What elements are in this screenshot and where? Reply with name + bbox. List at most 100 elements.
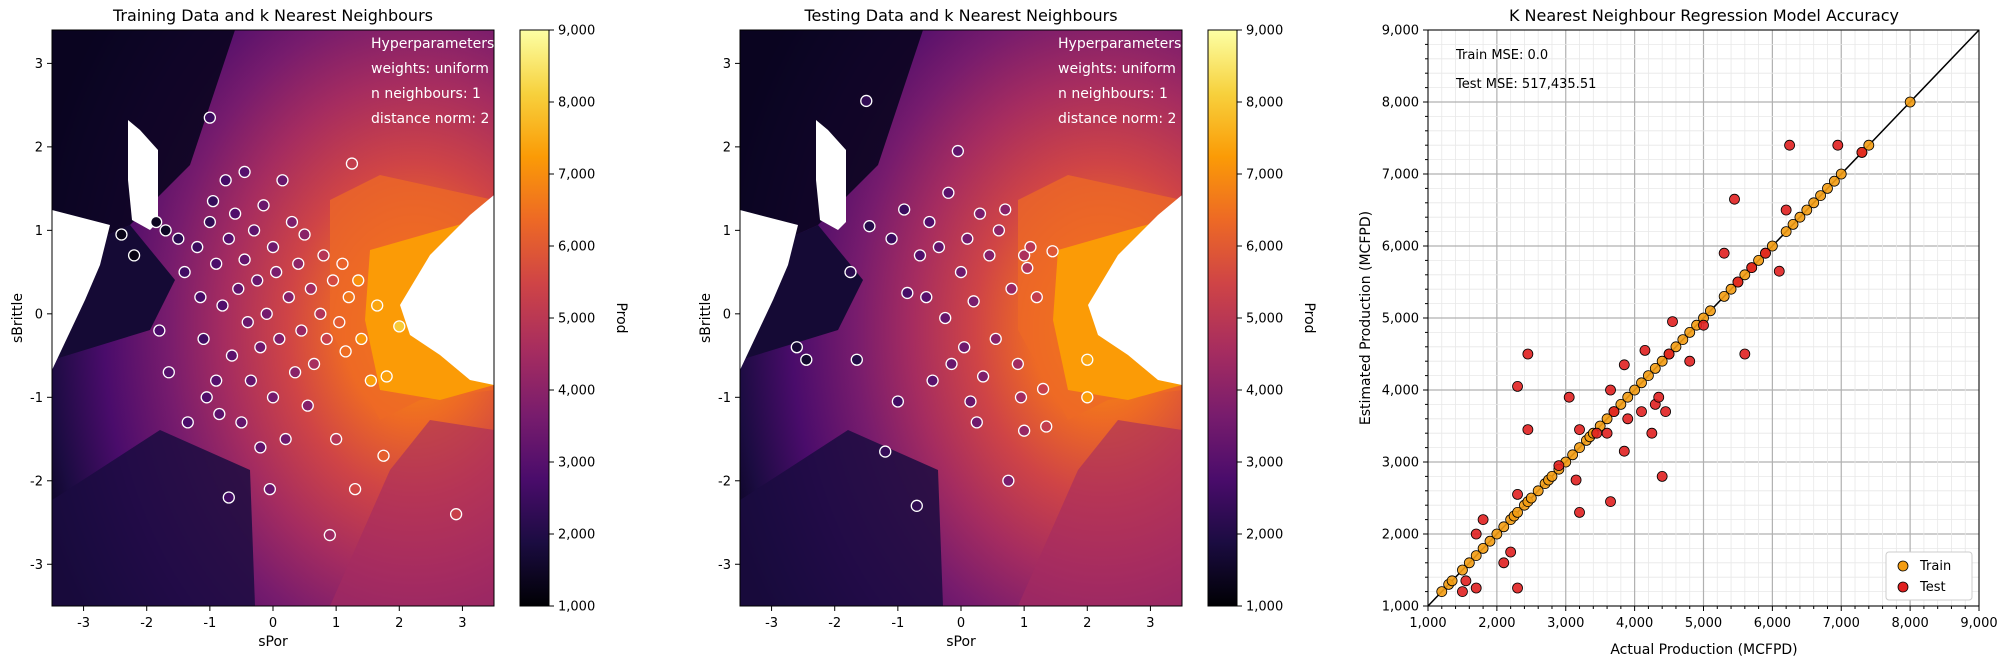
train-x-tick-label: -2 [140,616,153,631]
test-point [1460,575,1472,587]
train-point [323,528,336,542]
train-colorbar-ticks: 1,000 2,000 3,000 4,000 5,000 6,000 7,000 8,000… [549,24,595,615]
test-point [1574,507,1585,518]
test-point [958,341,971,354]
train-point [317,249,330,262]
train-point [1601,413,1613,425]
test-y-tick-label: 2 [723,140,731,155]
test-colorbar-tick-label: 6,000 [1246,240,1283,255]
train-colorbar-tick-label: 5,000 [558,312,595,327]
test-hp-neighbours: n neighbours: 1 [1058,86,1168,102]
test-point [954,265,968,279]
train-point [1794,211,1806,223]
test-x-tick-label: 2 [1083,616,1091,631]
test-point [1618,359,1630,371]
test-point [923,215,936,229]
train-mse-annotation: Train MSE: 0.0 [1455,48,1548,63]
train-data-points [115,111,463,542]
train-point [307,357,321,371]
train-point [1457,564,1468,576]
train-colorbar-bar [519,29,550,607]
train-point [320,332,333,346]
test-point [1667,316,1678,328]
train-y-ticks: -3 -2 -1 0 1 2 3 [30,57,52,573]
train-y-tick-label: -3 [30,558,43,573]
train-point [1725,283,1737,295]
test-point [891,395,905,408]
train-point [225,349,239,362]
train-point [216,299,229,312]
test-point [1760,247,1771,259]
test-point [1639,344,1651,356]
test-point [1618,445,1630,457]
accuracy-y-tick-label: 8,000 [1382,96,1419,111]
test-point [879,445,892,458]
test-point [1605,384,1616,396]
test-point [1622,413,1634,425]
accuracy-panel: K Nearest Neighbour Regression Model Acc… [1358,6,1998,658]
test-point [920,290,933,304]
train-point [352,274,365,287]
test-point [1570,474,1582,486]
test-point [1608,406,1620,418]
train-point [159,224,172,237]
test-point [1574,424,1585,436]
train-point [1436,586,1448,597]
test-point [1021,261,1034,275]
train-point [1649,362,1661,374]
accuracy-y-tick-label: 9,000 [1382,24,1419,39]
test-point [1505,546,1517,558]
train-point [298,228,311,241]
accuracy-y-tick-label: 2,000 [1382,528,1419,543]
test-point [951,144,964,158]
accuracy-y-tick-label: 5,000 [1382,312,1419,327]
train-panel-title: Training Data and k Nearest Neighbours [112,6,433,25]
train-point [371,299,384,312]
test-point [1601,427,1613,439]
train-point [276,174,289,187]
train-point [301,399,314,412]
test-point [910,499,923,512]
test-colorbar-tick-label: 8,000 [1246,96,1283,111]
test-point [945,357,958,371]
train-y-tick-label: 2 [35,140,43,155]
train-y-axis-label: sBrittle [10,293,26,343]
train-point [254,441,267,454]
train-point [1615,398,1627,410]
test-point [1036,382,1050,396]
test-point [1553,460,1565,472]
train-point [266,240,280,254]
test-point [983,249,996,262]
train-point [1498,521,1510,533]
test-point [901,286,914,300]
test-point [1522,424,1534,436]
test-point [1684,355,1696,367]
test-colorbar-tick-label: 9,000 [1246,24,1283,39]
test-panel: Testing Data and k Nearest Neighbours -3… [698,6,1183,650]
train-point [1512,507,1523,518]
test-point [1081,391,1094,404]
train-y-tick-label: 1 [35,224,43,239]
accuracy-x-tick-label: 2,000 [1478,616,1515,631]
train-hp-distance: distance norm: 2 [371,111,489,127]
test-point [1656,470,1668,482]
test-point [844,265,857,279]
test-point [1477,514,1489,525]
test-colorbar-bar [1207,29,1238,607]
accuracy-x-tick-label: 1,000 [1409,616,1446,631]
train-point [115,228,128,241]
test-point [1512,380,1523,392]
train-point [1835,168,1847,180]
test-x-axis-label: sPor [946,634,976,650]
accuracy-y-tick-label: 6,000 [1382,240,1419,255]
accuracy-x-axis-label: Actual Production (MCFPD) [1610,642,1797,658]
train-point [247,224,261,237]
accuracy-x-tick-label: 6,000 [1754,616,1791,631]
train-x-tick-label: 0 [269,616,277,631]
train-point [213,407,226,421]
train-point [377,449,390,462]
train-point [288,366,302,379]
test-point [1773,265,1785,277]
train-colorbar-tick-label: 6,000 [558,240,595,255]
test-colorbar-label: Prod [1301,302,1317,333]
